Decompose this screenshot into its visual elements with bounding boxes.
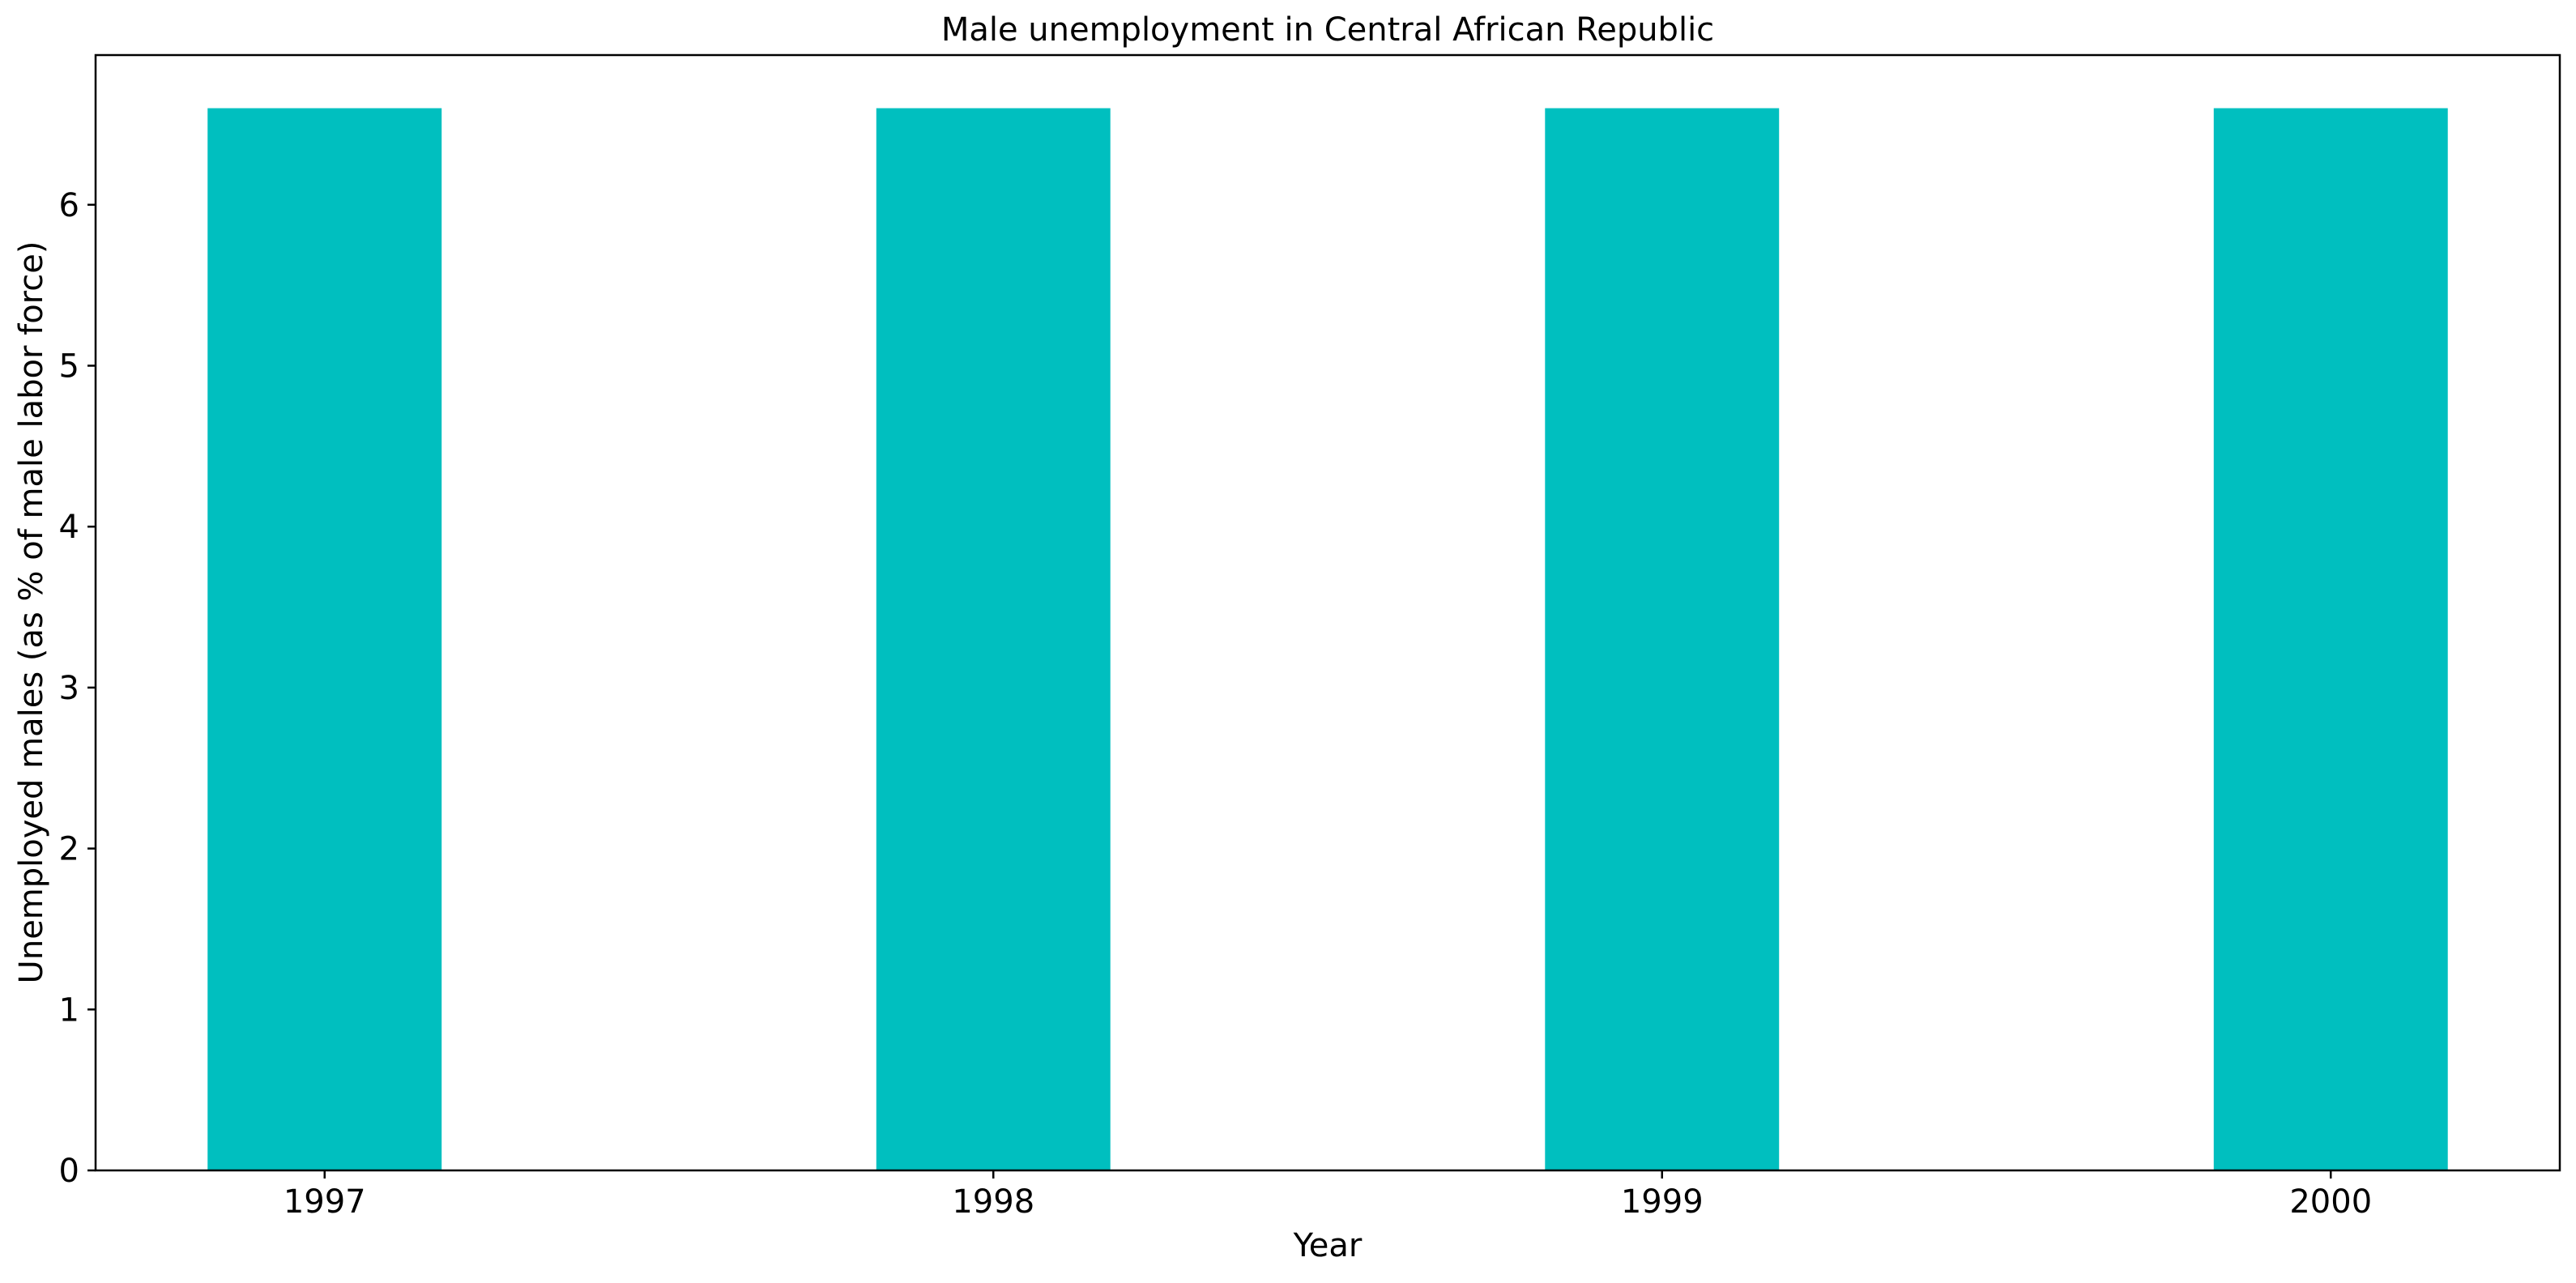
x-tick-label: 1997 [284,1183,366,1221]
y-tick-label: 2 [59,831,79,868]
y-axis: 0 1 2 3 4 5 6 [59,187,96,1190]
bar-1998 [876,108,1111,1171]
x-tick-label: 1999 [1621,1183,1704,1221]
x-tick-label: 1998 [952,1183,1034,1221]
bar-1997 [207,108,442,1171]
y-tick-label: 5 [59,347,79,385]
y-axis-label: Unemployed males (as % of male labor for… [13,241,50,984]
x-axis-label: Year [1293,1227,1363,1264]
plot-frame [94,53,2561,1172]
y-tick-label: 0 [59,1153,79,1190]
plot-area [207,108,2448,1171]
x-axis: 1997 1998 1999 2000 [284,1170,2372,1221]
y-tick-label: 6 [59,187,79,224]
bar-2000 [2213,108,2448,1171]
bar-1999 [1545,108,1780,1171]
x-tick-label: 2000 [2289,1183,2372,1221]
y-tick-label: 4 [59,509,79,546]
y-tick-label: 1 [59,991,79,1029]
y-tick-label: 3 [59,670,79,707]
chart-title: Male unemployment in Central African Rep… [941,11,1714,49]
